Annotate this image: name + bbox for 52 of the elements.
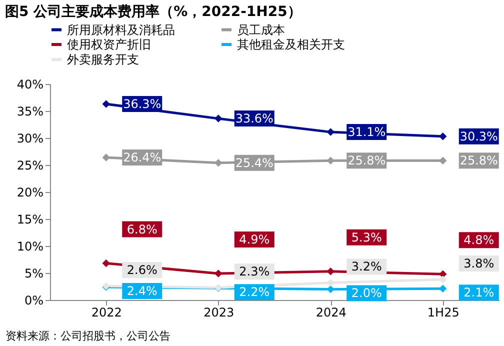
data-label: 2.0% [351, 286, 382, 300]
data-label: 2.1% [464, 286, 494, 300]
data-label: 4.9% [239, 232, 270, 247]
point [214, 114, 222, 122]
legend-label: 员工成本 [237, 22, 285, 37]
data-label: 6.8% [126, 222, 158, 236]
text: 资料来源：公司招股书，公司公告 [6, 330, 170, 342]
point [439, 132, 447, 140]
data-label: 25.8% [348, 154, 386, 168]
data-label: 25.4% [235, 156, 274, 170]
y-tick-label: 20% [16, 186, 44, 200]
chart-title: 图5 公司主要成本费用率（%，2022-1H25） [5, 3, 302, 20]
y-tick-label: 25% [16, 158, 44, 172]
data-label: 2.4% [126, 284, 158, 298]
y-tick-label: 30% [16, 132, 44, 146]
point [326, 268, 334, 276]
data-label: 31.1% [348, 125, 386, 140]
point [326, 128, 334, 136]
point [214, 270, 222, 278]
point [102, 154, 110, 162]
legend-label: 其他租金及相关开支 [237, 38, 345, 52]
legend-label: 外卖服务开支 [67, 52, 139, 66]
data-label: 5.3% [351, 230, 382, 244]
x-tick-label: 2023 [204, 306, 234, 320]
y-tick-label: 10% [16, 240, 44, 254]
data-label: 4.8% [464, 233, 494, 248]
data-label: 3.2% [351, 260, 382, 274]
y-tick-label: 5% [24, 266, 44, 280]
y-tick-label: 0% [24, 294, 44, 308]
y-tick-label: 35% [16, 104, 44, 118]
data-label: 26.4% [123, 150, 162, 164]
data-label: 33.6% [235, 112, 274, 126]
point [439, 276, 447, 284]
data-label: 2.3% [239, 264, 270, 279]
data-label: 2.6% [126, 262, 158, 277]
point [439, 156, 447, 165]
data-label: 3.8% [464, 256, 494, 270]
x-tick-label: 2024 [316, 306, 346, 320]
data-label: 25.8% [460, 154, 498, 168]
data-label: 2.2% [239, 285, 270, 300]
point [102, 259, 110, 268]
x-tick-label: 1H25 [427, 306, 460, 320]
y-tick-label: 15% [16, 212, 44, 226]
point [102, 100, 110, 108]
legend-label: 所用原材料及消耗品 [67, 22, 175, 37]
legend-label: 使用权资产折旧 [67, 38, 151, 52]
point [326, 285, 334, 294]
data-label: 30.3% [460, 129, 498, 144]
data-label: 36.3% [123, 96, 162, 111]
x-tick-label: 2022 [91, 306, 122, 320]
y-tick-label: 40% [16, 78, 44, 92]
point [439, 284, 447, 293]
